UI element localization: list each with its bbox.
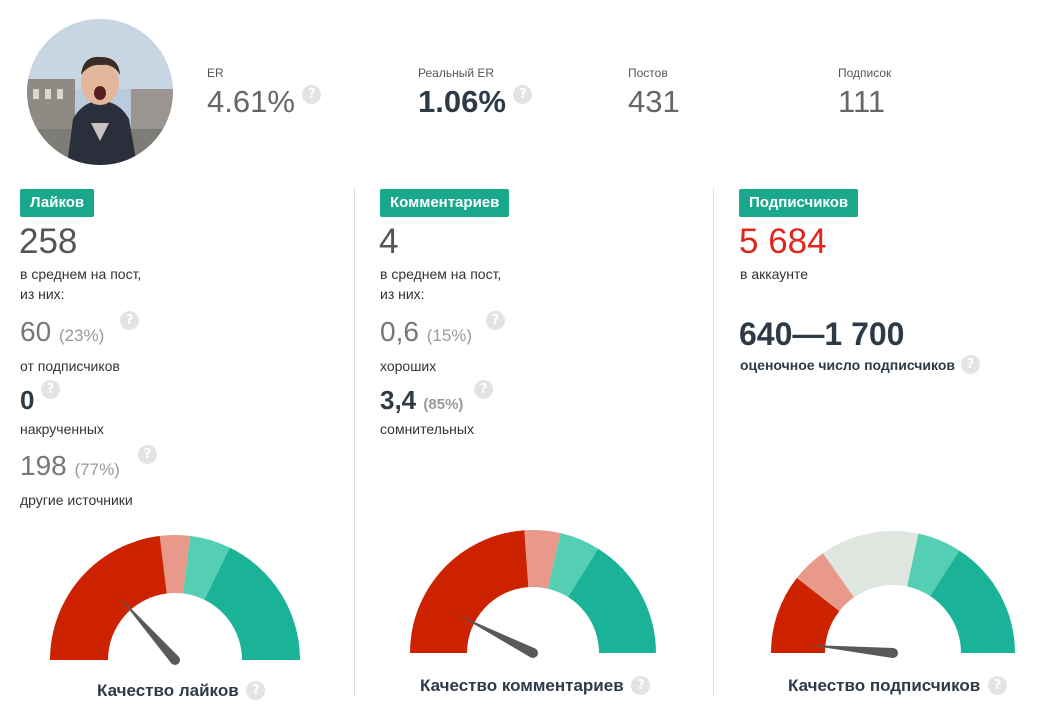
comments-good-value: 0,6 xyxy=(380,316,419,347)
stat-real-er: Реальный ER 1.06% ? xyxy=(418,66,533,119)
help-icon[interactable]: ? xyxy=(513,85,533,104)
followers-gauge-segment-teal xyxy=(930,550,1015,653)
stat-label-following: Подписок xyxy=(838,66,892,80)
likes-desc: в среднем на пост, из них: xyxy=(20,264,141,304)
stat-following: Подписок 111 xyxy=(838,66,891,117)
comments-gauge-hub xyxy=(528,648,538,658)
likes-gauge xyxy=(50,535,300,665)
likes-other-label: другие источники xyxy=(20,492,133,508)
followers-gauge-segment-pink xyxy=(796,553,854,612)
help-icon[interactable]: ? xyxy=(474,380,493,399)
likes-average: 258 xyxy=(19,222,78,261)
likes-badge: Лайков xyxy=(20,189,95,217)
comments-gauge-segment-red xyxy=(410,530,529,653)
followers-gauge-needle xyxy=(807,644,894,658)
likes-gauge-needle xyxy=(118,596,179,664)
followers-estimate-label: оценочное число подписчиков ? xyxy=(740,355,980,376)
likes-gauge-segment-mint xyxy=(183,535,230,600)
likes-subs-label: от подписчиков xyxy=(20,358,120,374)
followers-estimate-label-text: оценочное число подписчиков xyxy=(740,357,955,373)
comments-gauge-title-text: Качество комментариев xyxy=(420,676,624,695)
followers-gauge-segment-pale xyxy=(823,531,919,598)
stat-value-following: 111 xyxy=(838,84,886,119)
stat-label-er: ER xyxy=(207,66,224,80)
comments-gauge xyxy=(410,530,656,658)
column-divider xyxy=(713,188,714,696)
comments-bad-value: 3,4 xyxy=(380,385,417,415)
stat-posts: Постов 431 xyxy=(628,66,680,117)
stat-value-real-er: 1.06% xyxy=(418,84,506,119)
likes-gauge-segment-teal xyxy=(204,547,300,660)
likes-from-subscribers: 60 (23%) xyxy=(20,318,104,346)
likes-gauge-title: Качество лайков ? xyxy=(97,681,266,702)
followers-gauge-segment-mint xyxy=(907,533,960,596)
likes-other-pct: (77%) xyxy=(74,460,120,479)
comments-gauge-needle xyxy=(458,614,536,658)
comments-good-label: хороших xyxy=(380,358,437,374)
stat-value-posts: 431 xyxy=(628,84,680,119)
likes-desc-line1: в среднем на пост, xyxy=(20,266,142,282)
stat-value-er: 4.61% xyxy=(207,84,295,119)
comments-bad-pct: (85%) xyxy=(423,396,464,413)
comments-good-pct: (15%) xyxy=(426,326,473,345)
followers-gauge-title-text: Качество подписчиков xyxy=(788,676,981,695)
help-icon[interactable]: ? xyxy=(138,445,157,464)
help-icon[interactable]: ? xyxy=(987,676,1007,695)
comments-desc-line2: из них: xyxy=(380,286,425,302)
help-icon[interactable]: ? xyxy=(246,681,266,700)
comments-good: 0,6 (15%) xyxy=(380,318,472,346)
likes-other-sources: 198 (77%) xyxy=(20,452,120,480)
followers-badge: Подписчиков xyxy=(739,189,859,217)
likes-other-value: 198 xyxy=(20,450,67,481)
followers-gauge-title: Качество подписчиков ? xyxy=(788,676,1007,697)
followers-gauge-hub xyxy=(888,648,898,658)
followers-estimate: 640—1 700 xyxy=(739,316,905,352)
stat-label-real-er: Реальный ER xyxy=(418,66,495,80)
likes-subs-value: 60 xyxy=(20,316,52,347)
comments-badge: Комментариев xyxy=(380,189,510,217)
help-icon[interactable]: ? xyxy=(960,355,980,374)
help-icon[interactable]: ? xyxy=(120,311,139,330)
followers-count: 5 684 xyxy=(739,222,827,261)
comments-average: 4 xyxy=(379,222,399,261)
comments-gauge-segment-teal xyxy=(567,548,656,653)
stat-label-posts: Постов xyxy=(628,66,668,80)
comments-bad-label: сомнительных xyxy=(380,421,474,437)
comments-desc-line1: в среднем на пост, xyxy=(380,266,502,282)
help-icon[interactable]: ? xyxy=(302,85,322,104)
likes-gauge-segment-pink xyxy=(159,535,191,594)
help-icon[interactable]: ? xyxy=(41,380,60,399)
help-icon[interactable]: ? xyxy=(631,676,651,695)
comments-gauge-segment-pink xyxy=(524,530,561,589)
comments-suspicious: 3,4 (85%) xyxy=(380,387,463,413)
likes-desc-line2: из них: xyxy=(20,286,65,302)
likes-bots-value: 0 xyxy=(20,385,35,415)
column-divider xyxy=(354,188,355,696)
likes-gauge-hub xyxy=(170,655,180,665)
likes-bots-label: накрученных xyxy=(20,421,104,437)
likes-gauge-segment-red xyxy=(50,535,167,660)
likes-subs-pct: (23%) xyxy=(58,326,105,345)
followers-desc: в аккаунте xyxy=(740,266,809,282)
stat-er: ER 4.61% ? xyxy=(207,66,322,119)
comments-gauge-title: Качество комментариев ? xyxy=(420,676,651,697)
likes-gauge-title-text: Качество лайков xyxy=(97,681,239,700)
comments-gauge-segment-mint xyxy=(547,533,599,598)
followers-gauge xyxy=(771,531,1015,658)
help-icon[interactable]: ? xyxy=(486,311,505,330)
avatar xyxy=(27,19,173,165)
comments-desc: в среднем на пост, из них: xyxy=(380,264,501,304)
followers-gauge-segment-red xyxy=(771,577,840,653)
